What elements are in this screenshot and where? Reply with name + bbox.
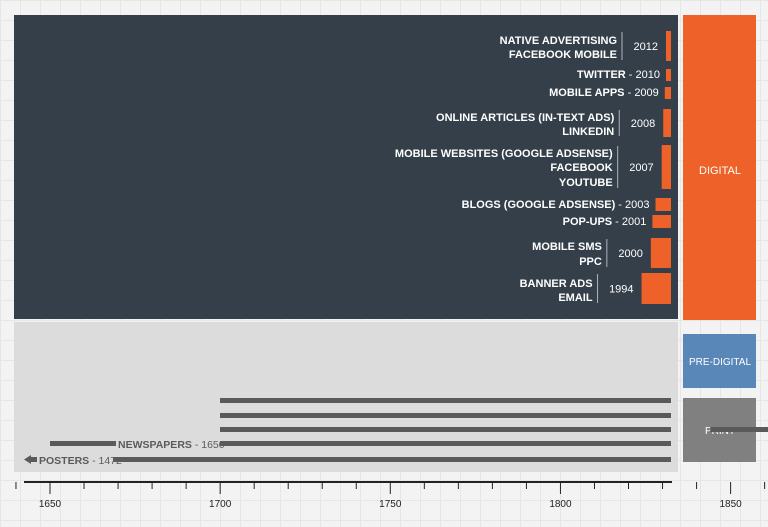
digital-label-sep: - bbox=[612, 216, 622, 228]
digital-label: PPC bbox=[579, 256, 602, 268]
print-label-sep: - bbox=[89, 455, 98, 467]
digital-bar bbox=[650, 238, 671, 268]
digital-year: 2012 bbox=[634, 41, 658, 53]
digital-label-name: BLOGS (GOOGLE ADSENSE) bbox=[462, 199, 616, 211]
digital-label: NATIVE ADVERTISING bbox=[500, 35, 617, 47]
axis-tick-label: 1800 bbox=[549, 499, 572, 510]
print-label: POSTERS - 1472 bbox=[39, 455, 122, 467]
digital-label-sep: - bbox=[625, 87, 635, 99]
digital-label-sep: - bbox=[615, 199, 625, 211]
digital-year: 2008 bbox=[631, 118, 655, 130]
digital-label: FACEBOOK MOBILE bbox=[509, 49, 617, 61]
digital-bar bbox=[655, 198, 671, 211]
digital-tab bbox=[683, 15, 756, 320]
digital-year: 2000 bbox=[618, 248, 642, 260]
predigital-tab-label: PRE-DIGITAL bbox=[689, 357, 751, 368]
print-arrow-icon bbox=[24, 455, 31, 464]
digital-label-year: 2001 bbox=[622, 216, 646, 228]
print-bar bbox=[220, 427, 671, 432]
digital-label: TWITTER - 2010 bbox=[577, 69, 660, 81]
predigital-print-panel bbox=[14, 322, 678, 472]
print-series: CATALOGS - 1872BILLBOARDS - 1867MAGAZINE… bbox=[24, 398, 768, 467]
digital-label: FACEBOOK bbox=[550, 162, 612, 174]
digital-bar bbox=[663, 109, 671, 137]
digital-label: MOBILE WEBSITES (GOOGLE ADSENSE) bbox=[395, 148, 613, 160]
print-bar bbox=[50, 441, 116, 446]
print-label: NEWSPAPERS - 1650 bbox=[118, 439, 225, 451]
print-bar bbox=[220, 398, 671, 403]
digital-bar bbox=[652, 215, 671, 228]
digital-bar bbox=[664, 87, 671, 99]
axis-tick-label: 1650 bbox=[39, 499, 62, 510]
digital-bar bbox=[666, 31, 671, 61]
digital-label: MOBILE SMS bbox=[532, 241, 602, 253]
digital-label: EMAIL bbox=[558, 292, 593, 304]
print-bar bbox=[113, 457, 671, 462]
digital-label: LINKEDIN bbox=[562, 126, 614, 138]
digital-panel bbox=[14, 15, 678, 319]
axis-tick-label: 1700 bbox=[209, 499, 232, 510]
digital-year: 1994 bbox=[609, 284, 633, 296]
axis-tick-label: 1750 bbox=[379, 499, 402, 510]
predigital-tab bbox=[683, 334, 756, 388]
digital-bar bbox=[641, 273, 671, 304]
digital-label-name: MOBILE APPS bbox=[549, 87, 624, 99]
print-bar bbox=[31, 457, 37, 462]
digital-label-sep: - bbox=[626, 69, 636, 81]
digital-label: BLOGS (GOOGLE ADSENSE) - 2003 bbox=[462, 199, 650, 211]
print-label-sep: - bbox=[192, 439, 201, 451]
print-label-name: POSTERS bbox=[39, 455, 89, 467]
digital-label: ONLINE ARTICLES (IN-TEXT ADS) bbox=[436, 112, 615, 124]
digital-label: BANNER ADS bbox=[520, 278, 593, 290]
axis-tick-label: 1850 bbox=[719, 499, 742, 510]
print-bar bbox=[220, 441, 671, 446]
digital-label: POP-UPS - 2001 bbox=[563, 216, 647, 228]
digital-label-year: 2003 bbox=[625, 199, 649, 211]
digital-tab-label: DIGITAL bbox=[699, 165, 741, 177]
print-label-year: 1650 bbox=[201, 439, 225, 451]
digital-label-year: 2009 bbox=[634, 87, 658, 99]
print-label-name: NEWSPAPERS bbox=[118, 439, 192, 451]
print-bar bbox=[220, 413, 671, 418]
x-axis: 16501700175018001850190019502000 bbox=[15, 481, 766, 510]
digital-label-year: 2010 bbox=[636, 69, 660, 81]
digital-label-name: TWITTER bbox=[577, 69, 626, 81]
digital-label-name: POP-UPS bbox=[563, 216, 613, 228]
digital-bar bbox=[666, 69, 671, 81]
digital-year: 2007 bbox=[629, 162, 653, 174]
digital-series: 2012 NATIVE ADVERTISING FACEBOOK MOBILE TWI… bbox=[395, 31, 671, 304]
print-bar bbox=[710, 427, 768, 432]
digital-label: MOBILE APPS - 2009 bbox=[549, 87, 659, 99]
digital-label: YOUTUBE bbox=[559, 177, 613, 189]
digital-bar bbox=[661, 145, 671, 189]
